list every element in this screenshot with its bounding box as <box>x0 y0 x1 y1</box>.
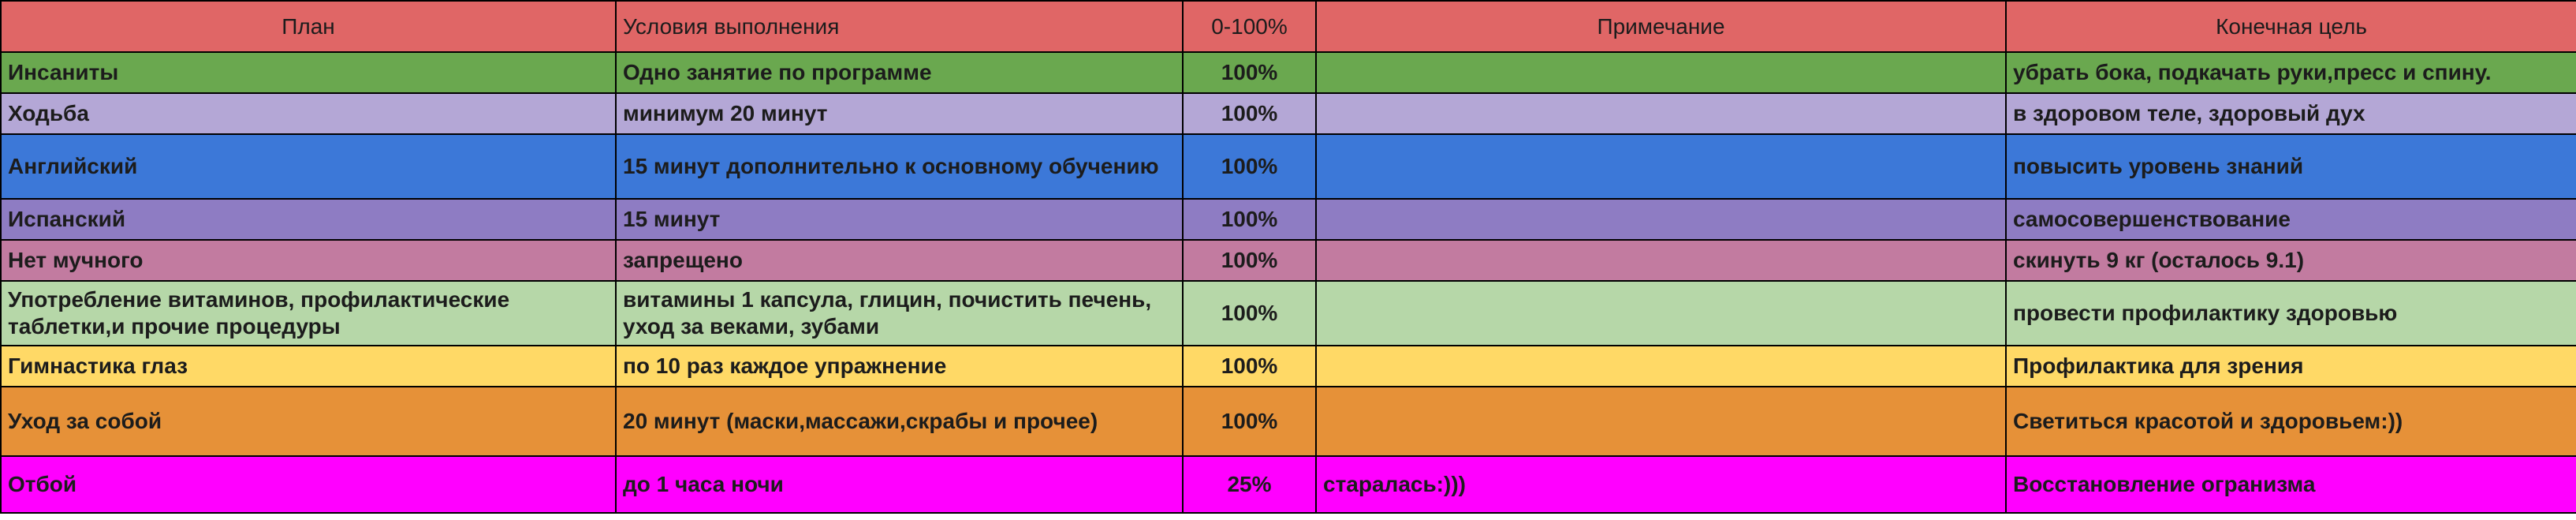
cell-conditions[interactable]: до 1 часа ночи <box>615 455 1184 514</box>
cell-plan[interactable]: Нет мучного <box>0 239 617 282</box>
table-row: Ходьба минимум 20 минут 100% в здоровом тел… <box>0 92 2576 135</box>
cell-conditions[interactable]: минимум 20 минут <box>615 92 1184 135</box>
cell-goal[interactable]: самосовершенствование <box>2005 198 2576 241</box>
cell-conditions[interactable]: 20 минут (маски,массажи,скрабы и прочее) <box>615 386 1184 457</box>
cell-percent[interactable]: 100% <box>1182 280 1317 346</box>
cell-percent[interactable]: 100% <box>1182 239 1317 282</box>
header-cell-plan[interactable]: План <box>0 0 617 53</box>
table-row: Английский 15 минут дополнительно к основ… <box>0 133 2576 200</box>
header-cell-goal[interactable]: Конечная цель <box>2005 0 2576 53</box>
cell-conditions[interactable]: Одно занятие по программе <box>615 51 1184 94</box>
cell-conditions[interactable]: по 10 раз каждое упражнение <box>615 345 1184 387</box>
cell-percent[interactable]: 100% <box>1182 51 1317 94</box>
cell-plan[interactable]: Инсаниты <box>0 51 617 94</box>
cell-plan[interactable]: Испанский <box>0 198 617 241</box>
cell-plan[interactable]: Гимнастика глаз <box>0 345 617 387</box>
header-row: План Условия выполнения 0-100% Примечани… <box>0 0 2576 53</box>
cell-percent[interactable]: 100% <box>1182 133 1317 200</box>
cell-percent[interactable]: 25% <box>1182 455 1317 514</box>
cell-conditions[interactable]: 15 минут дополнительно к основному обуче… <box>615 133 1184 200</box>
table-row: Инсаниты Одно занятие по программе 100% убр… <box>0 51 2576 94</box>
cell-goal[interactable]: провести профилактику здоровью <box>2005 280 2576 346</box>
table-row: Уход за собой 20 минут (маски,массажи,скр… <box>0 386 2576 457</box>
cell-percent[interactable]: 100% <box>1182 92 1317 135</box>
table-row: Испанский 15 минут 100% самосовершенствован… <box>0 198 2576 241</box>
cell-goal[interactable]: Восстановление огранизма <box>2005 455 2576 514</box>
cell-goal[interactable]: скинуть 9 кг (осталось 9.1) <box>2005 239 2576 282</box>
cell-plan[interactable]: Употребление витаминов, профилактические… <box>0 280 617 346</box>
cell-note[interactable] <box>1315 51 2007 94</box>
header-cell-conditions[interactable]: Условия выполнения <box>615 0 1184 53</box>
cell-plan[interactable]: Ходьба <box>0 92 617 135</box>
cell-note[interactable]: старалась:))) <box>1315 455 2007 514</box>
cell-percent[interactable]: 100% <box>1182 198 1317 241</box>
cell-goal[interactable]: Профилактика для зрения <box>2005 345 2576 387</box>
header-cell-note[interactable]: Примечание <box>1315 0 2007 53</box>
cell-plan[interactable]: Отбой <box>0 455 617 514</box>
cell-percent[interactable]: 100% <box>1182 345 1317 387</box>
cell-note[interactable] <box>1315 386 2007 457</box>
table-row: Отбой до 1 часа ночи 25% старалась:))) Восст… <box>0 455 2576 514</box>
cell-note[interactable] <box>1315 92 2007 135</box>
cell-conditions[interactable]: запрещено <box>615 239 1184 282</box>
cell-goal[interactable]: повысить уровень знаний <box>2005 133 2576 200</box>
table-row: Нет мучного запрещено 100% скинуть 9 кг (ос… <box>0 239 2576 282</box>
cell-goal[interactable]: в здоровом теле, здоровый дух <box>2005 92 2576 135</box>
cell-note[interactable] <box>1315 280 2007 346</box>
cell-percent[interactable]: 100% <box>1182 386 1317 457</box>
cell-note[interactable] <box>1315 345 2007 387</box>
cell-note[interactable] <box>1315 198 2007 241</box>
cell-conditions[interactable]: 15 минут <box>615 198 1184 241</box>
table-row: Гимнастика глаз по 10 раз каждое упражнен… <box>0 345 2576 387</box>
cell-note[interactable] <box>1315 239 2007 282</box>
table-row: Употребление витаминов, профилактические… <box>0 280 2576 346</box>
header-cell-percent[interactable]: 0-100% <box>1182 0 1317 53</box>
cell-goal[interactable]: Светиться красотой и здоровьем:)) <box>2005 386 2576 457</box>
cell-note[interactable] <box>1315 133 2007 200</box>
cell-plan[interactable]: Уход за собой <box>0 386 617 457</box>
cell-conditions[interactable]: витамины 1 капсула, глицин, почистить пе… <box>615 280 1184 346</box>
cell-plan[interactable]: Английский <box>0 133 617 200</box>
cell-goal[interactable]: убрать бока, подкачать руки,пресс и спин… <box>2005 51 2576 94</box>
